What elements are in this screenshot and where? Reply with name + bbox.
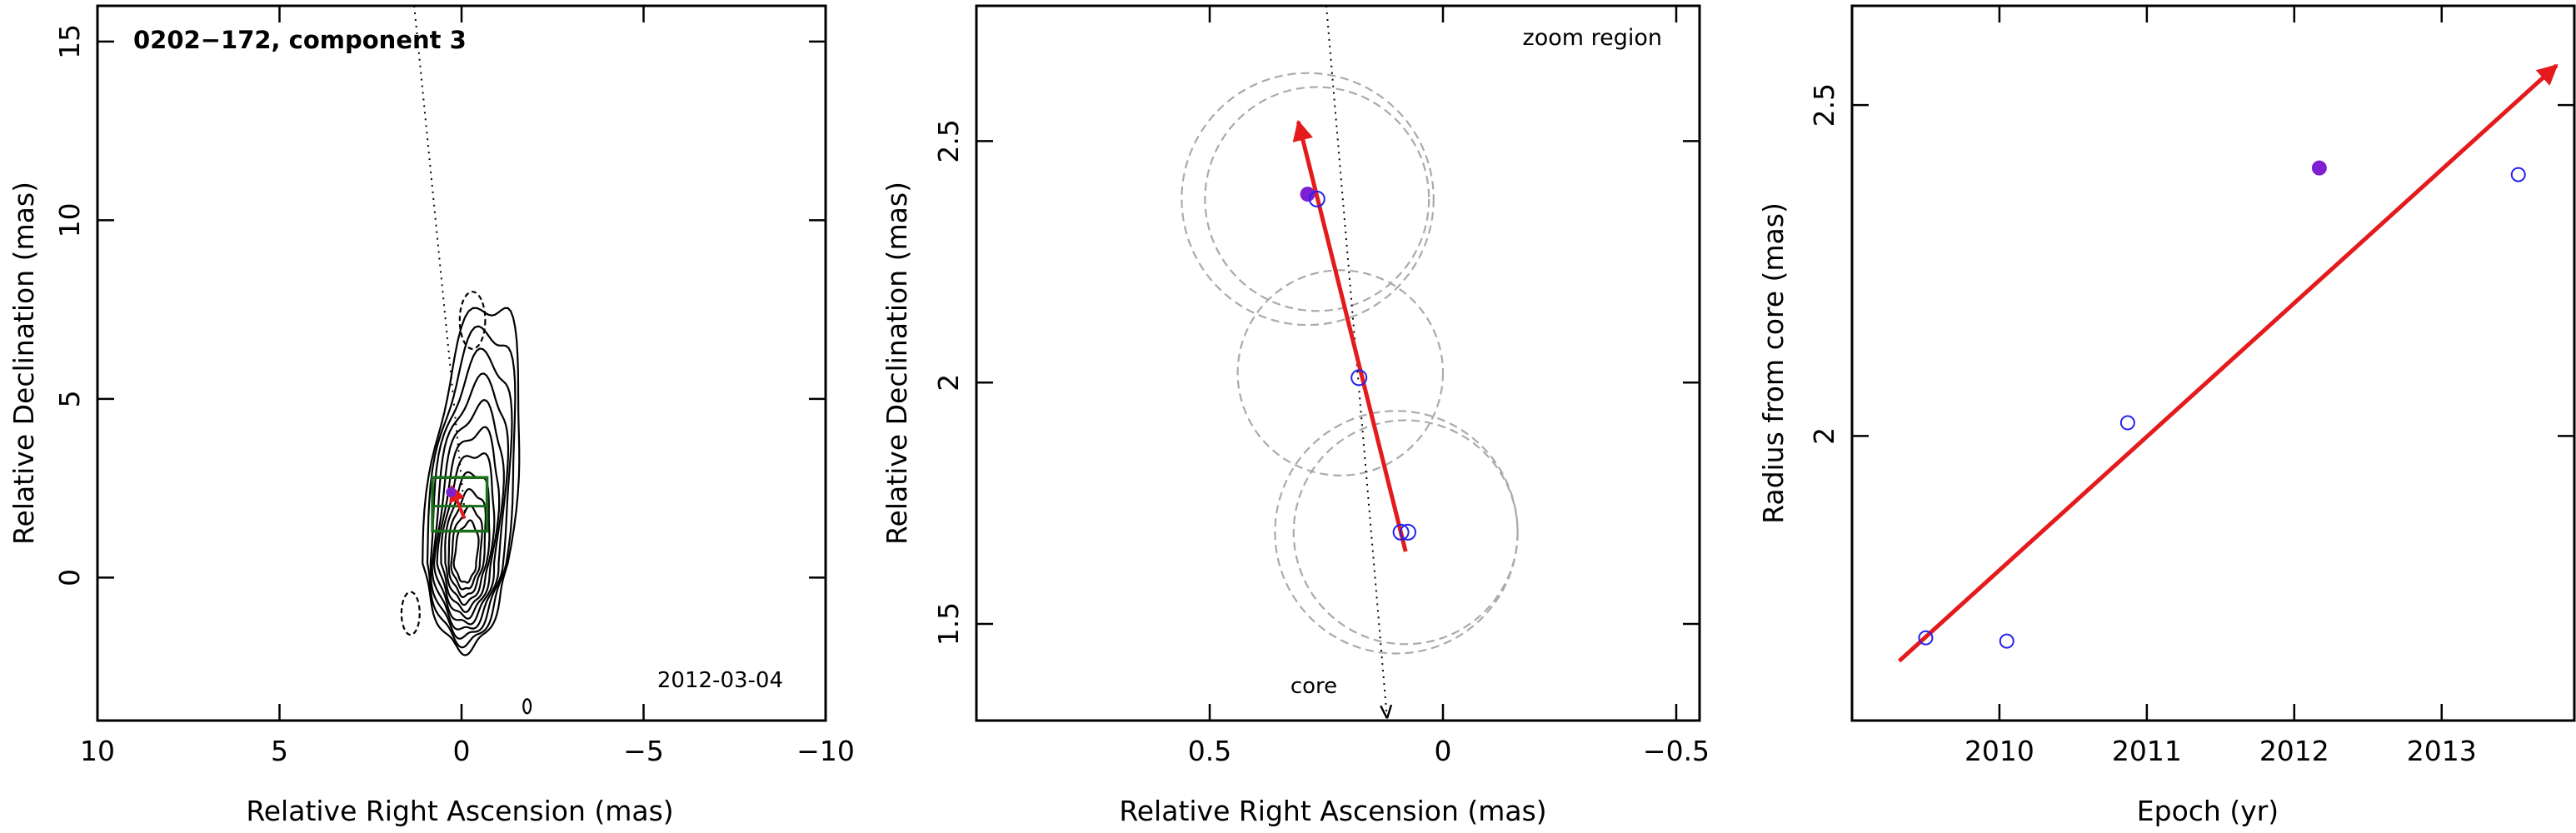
- error-circle: [1292, 419, 1519, 646]
- open-point: [1308, 190, 1325, 207]
- trend-arrow: [1897, 63, 2559, 663]
- contour-level: [426, 325, 517, 649]
- panel1-ticks: 10 5 0 −5 −10 0 5 10 15: [53, 6, 855, 767]
- panel1-frame: [96, 4, 827, 722]
- panel3-xtick-label: 2011: [2112, 735, 2182, 767]
- contour-level: [436, 426, 501, 620]
- panel1-ytick-label: 5: [53, 390, 86, 407]
- open-point: [2119, 415, 2135, 431]
- core-label: core: [1290, 674, 1337, 699]
- filled-point: [446, 486, 457, 497]
- filled-point: [1300, 187, 1315, 202]
- open-point: [1350, 369, 1368, 387]
- open-point: [1392, 523, 1410, 541]
- contour-map: [400, 291, 532, 715]
- contour-level: [450, 504, 483, 591]
- zoom-region-box: [431, 476, 489, 533]
- panel2-xlabel: Relative Right Ascension (mas): [1119, 795, 1546, 827]
- panel2-marks: [1181, 5, 1519, 717]
- panel2-ticks: 0.5 0 −0.5 1.5 2 2.5: [932, 6, 1710, 767]
- panel1-ytick-label: 10: [53, 202, 86, 237]
- panel1-ylabel: Relative Declination (mas): [7, 182, 40, 545]
- panel3-frame: [1850, 4, 2576, 722]
- filled-point: [2311, 160, 2327, 176]
- panel1-date-label: 2012-03-04: [657, 668, 783, 693]
- panel1-xtick-label: −5: [623, 735, 664, 767]
- panel3-ytick-label: 2.5: [1808, 83, 1840, 127]
- negative-contour: [400, 591, 421, 636]
- error-circle: [1274, 410, 1519, 655]
- panel3-marks: [1897, 63, 2559, 663]
- trajectory-line: [413, 5, 467, 517]
- panel1-ytick-label: 0: [53, 569, 86, 586]
- panel1-xtick-label: −10: [796, 735, 855, 767]
- open-point: [1999, 633, 2014, 649]
- panel3-xtick-label: 2010: [1964, 735, 2034, 767]
- panel1-xtick-label: 0: [453, 735, 471, 767]
- panel2-ytick-label: 1.5: [932, 602, 965, 646]
- panel2-ylabel: Relative Declination (mas): [881, 182, 913, 545]
- open-point: [1918, 630, 1934, 646]
- contour-island: [458, 291, 487, 350]
- panel3-ticks: 2010 2011 2012 2013 2 2.5: [1808, 6, 2574, 767]
- error-circle: [1236, 269, 1445, 476]
- panel-contour-map: 10 5 0 −5 −10 0 5 10 15 0202−172, component 3 20…: [7, 4, 855, 827]
- panel2-title: zoom region: [1523, 25, 1662, 51]
- panel2-xtick-label: −0.5: [1643, 735, 1710, 767]
- contour-level: [429, 347, 513, 640]
- panel3-xtick-label: 2013: [2407, 735, 2477, 767]
- contour-level: [432, 399, 505, 626]
- contour-level: [422, 307, 521, 656]
- contour-level: [440, 451, 496, 614]
- panel1-xlabel: Relative Right Ascension (mas): [246, 795, 673, 827]
- open-point: [2510, 167, 2526, 182]
- contour-island: [522, 698, 532, 715]
- panel2-ytick-label: 2: [932, 374, 965, 392]
- panel-zoom-region: 0.5 0 −0.5 1.5 2 2.5 zoom region core Relativ…: [881, 4, 1710, 827]
- panel1-title: 0202−172, component 3: [133, 26, 467, 54]
- panel3-xtick-label: 2012: [2259, 735, 2329, 767]
- panel1-xtick-label: 5: [271, 735, 288, 767]
- panel3-ytick-label: 2: [1808, 427, 1840, 445]
- error-circle: [1204, 86, 1430, 312]
- contour-level: [431, 372, 510, 631]
- panel3-ylabel: Radius from core (mas): [1757, 202, 1790, 524]
- panel1-marks: [413, 5, 489, 533]
- panel1-xtick-label: 10: [80, 735, 115, 767]
- panel2-frame: [975, 4, 1701, 722]
- contour-level: [452, 519, 480, 584]
- panel2-xtick-label: 0.5: [1188, 735, 1231, 767]
- panel2-ytick-label: 2.5: [932, 119, 965, 162]
- panel1-ytick-label: 15: [53, 24, 86, 59]
- error-circle: [1181, 72, 1435, 327]
- motion-arrow: [1292, 119, 1408, 552]
- open-point: [1400, 523, 1416, 541]
- panel-radius-vs-epoch: 2010 2011 2012 2013 2 2.5 Epoch (yr) Radius f…: [1757, 4, 2576, 827]
- panel3-xlabel: Epoch (yr): [2137, 795, 2279, 827]
- contour-level: [447, 487, 487, 599]
- panel2-xtick-label: 0: [1435, 735, 1452, 767]
